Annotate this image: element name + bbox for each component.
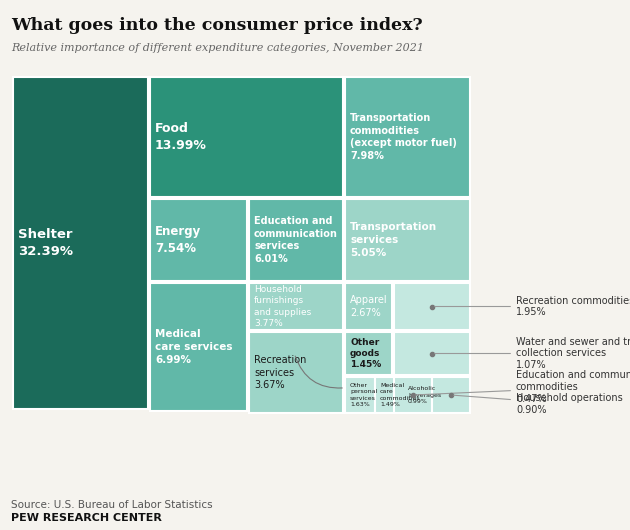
Bar xyxy=(432,377,470,413)
Text: Medical
care
commodities
1.49%: Medical care commodities 1.49% xyxy=(380,383,421,407)
Bar xyxy=(150,283,247,411)
Bar xyxy=(375,377,403,413)
Text: Household
furnishings
and supplies
3.77%: Household furnishings and supplies 3.77% xyxy=(254,285,311,328)
Text: Alcoholic
beverages
0.99%: Alcoholic beverages 0.99% xyxy=(408,386,441,404)
Bar xyxy=(345,283,392,330)
Text: Education and
communication
services
6.01%: Education and communication services 6.0… xyxy=(254,216,338,264)
Bar xyxy=(13,77,148,409)
Bar xyxy=(394,377,432,413)
Bar xyxy=(345,199,470,281)
Text: Recreation
services
3.67%: Recreation services 3.67% xyxy=(254,355,306,390)
Text: Recreation commodities
1.95%: Recreation commodities 1.95% xyxy=(435,296,630,317)
Text: Water and sewer and trash
collection services
1.07%: Water and sewer and trash collection ser… xyxy=(435,337,630,370)
Bar xyxy=(345,77,470,197)
Text: Other
goods
1.45%: Other goods 1.45% xyxy=(350,338,381,369)
Text: Transportation
services
5.05%: Transportation services 5.05% xyxy=(350,222,437,258)
Text: Food
13.99%: Food 13.99% xyxy=(155,122,207,152)
Bar xyxy=(345,377,375,413)
Bar xyxy=(150,199,247,281)
Bar xyxy=(394,332,470,375)
Bar xyxy=(345,332,392,375)
Text: Education and communication
commodities
0.47%: Education and communication commodities … xyxy=(416,370,630,404)
Bar xyxy=(150,77,343,197)
Bar xyxy=(249,283,343,330)
Text: Household operations
0.90%: Household operations 0.90% xyxy=(454,393,622,415)
Text: Relative importance of different expenditure categories, November 2021: Relative importance of different expendi… xyxy=(11,43,425,54)
Bar xyxy=(403,377,432,413)
Text: Transportation
commodities
(except motor fuel)
7.98%: Transportation commodities (except motor… xyxy=(350,113,457,161)
Text: Other
personal
services
1.63%: Other personal services 1.63% xyxy=(350,383,377,407)
Text: PEW RESEARCH CENTER: PEW RESEARCH CENTER xyxy=(11,513,162,523)
Text: Energy
7.54%: Energy 7.54% xyxy=(155,225,202,255)
Text: What goes into the consumer price index?: What goes into the consumer price index? xyxy=(11,17,423,34)
Text: Apparel
2.67%: Apparel 2.67% xyxy=(350,295,387,318)
Bar xyxy=(249,332,343,413)
Bar xyxy=(249,199,343,281)
Text: Source: U.S. Bureau of Labor Statistics: Source: U.S. Bureau of Labor Statistics xyxy=(11,500,213,510)
Bar xyxy=(394,283,470,330)
Text: Medical
care services
6.99%: Medical care services 6.99% xyxy=(155,329,232,365)
Text: Shelter
32.39%: Shelter 32.39% xyxy=(18,228,73,258)
